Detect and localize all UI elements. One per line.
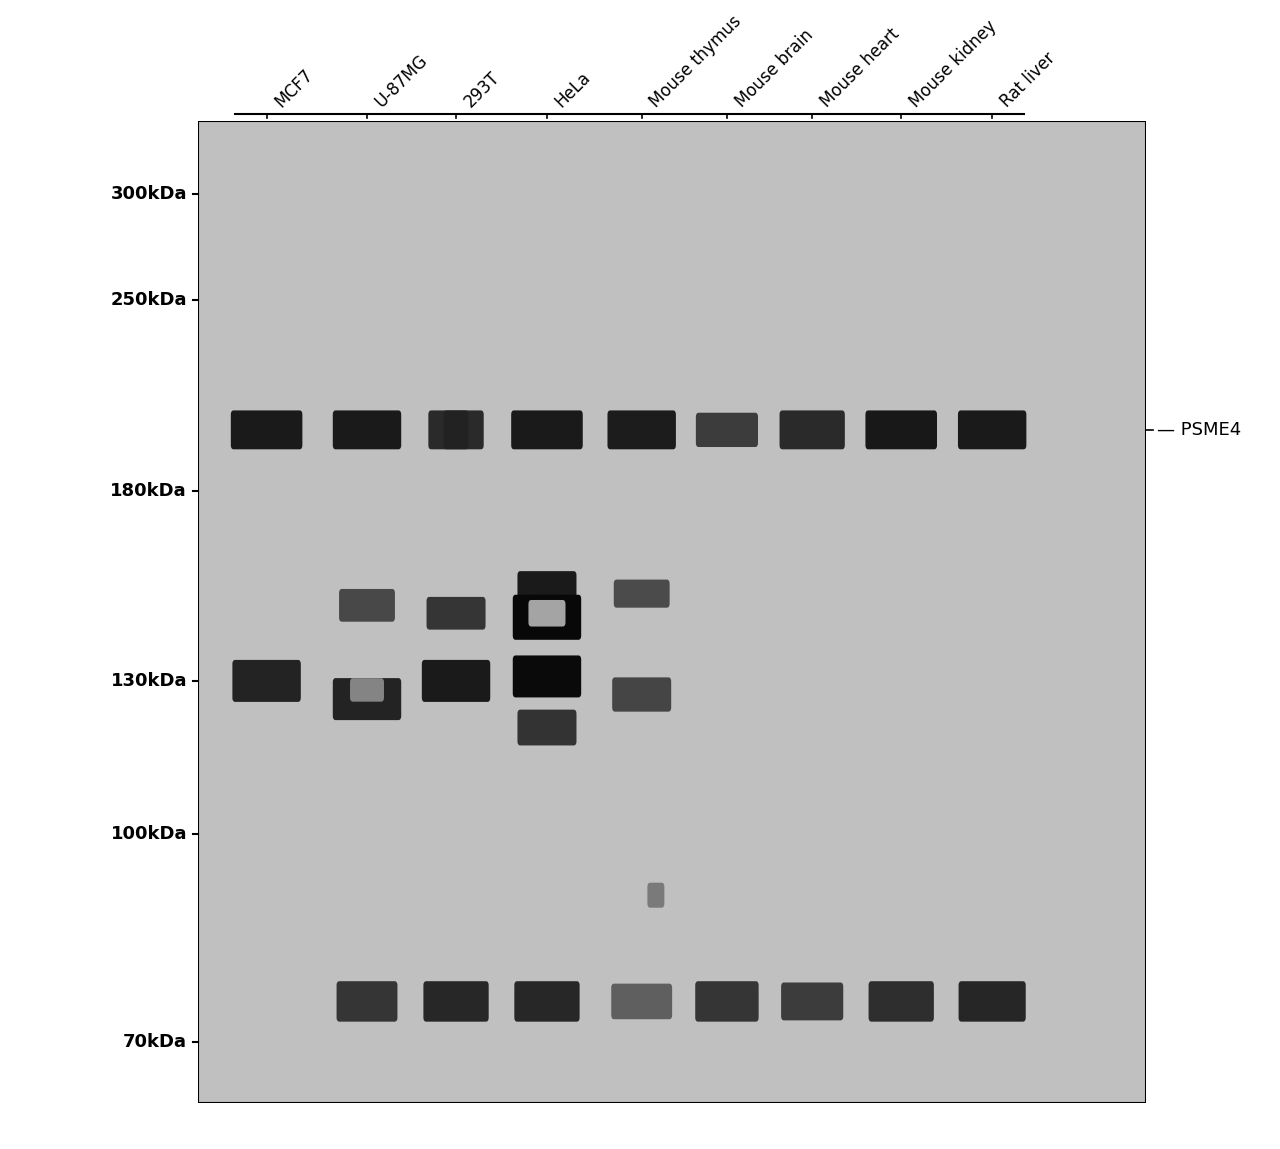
FancyBboxPatch shape (511, 410, 582, 449)
FancyBboxPatch shape (515, 981, 580, 1021)
Text: Mouse brain: Mouse brain (732, 26, 817, 111)
Text: Mouse heart: Mouse heart (817, 25, 902, 111)
Text: Mouse thymus: Mouse thymus (646, 13, 745, 111)
FancyBboxPatch shape (429, 410, 468, 449)
FancyBboxPatch shape (959, 981, 1025, 1021)
FancyBboxPatch shape (230, 410, 302, 449)
FancyBboxPatch shape (424, 981, 489, 1021)
Text: 130kDa: 130kDa (110, 672, 187, 689)
FancyBboxPatch shape (517, 710, 576, 746)
FancyBboxPatch shape (422, 660, 490, 702)
FancyBboxPatch shape (337, 981, 398, 1021)
FancyBboxPatch shape (781, 982, 844, 1020)
FancyBboxPatch shape (696, 412, 758, 447)
Text: MCF7: MCF7 (271, 67, 316, 111)
FancyBboxPatch shape (529, 600, 566, 626)
Text: Rat liver: Rat liver (997, 49, 1059, 111)
FancyBboxPatch shape (339, 589, 396, 622)
FancyBboxPatch shape (612, 984, 672, 1019)
Text: Mouse kidney: Mouse kidney (906, 17, 1000, 111)
Text: 100kDa: 100kDa (110, 825, 187, 843)
FancyBboxPatch shape (513, 655, 581, 697)
Text: 180kDa: 180kDa (110, 483, 187, 500)
FancyBboxPatch shape (233, 660, 301, 702)
FancyBboxPatch shape (613, 579, 669, 608)
FancyBboxPatch shape (780, 410, 845, 449)
FancyBboxPatch shape (869, 981, 934, 1021)
Text: — PSME4: — PSME4 (1157, 421, 1242, 439)
FancyBboxPatch shape (333, 678, 401, 720)
Text: 300kDa: 300kDa (110, 185, 187, 202)
FancyBboxPatch shape (426, 596, 485, 630)
FancyBboxPatch shape (957, 410, 1027, 449)
FancyBboxPatch shape (444, 410, 484, 449)
FancyBboxPatch shape (612, 678, 671, 711)
Text: 70kDa: 70kDa (123, 1033, 187, 1050)
Text: U-87MG: U-87MG (371, 52, 431, 111)
Text: HeLa: HeLa (552, 69, 594, 111)
FancyBboxPatch shape (333, 410, 401, 449)
FancyBboxPatch shape (517, 571, 576, 601)
FancyBboxPatch shape (349, 678, 384, 702)
FancyBboxPatch shape (695, 981, 759, 1021)
FancyBboxPatch shape (865, 410, 937, 449)
FancyBboxPatch shape (513, 595, 581, 640)
Text: 293T: 293T (461, 69, 503, 111)
FancyBboxPatch shape (608, 410, 676, 449)
Text: 250kDa: 250kDa (110, 291, 187, 309)
FancyBboxPatch shape (648, 882, 664, 908)
